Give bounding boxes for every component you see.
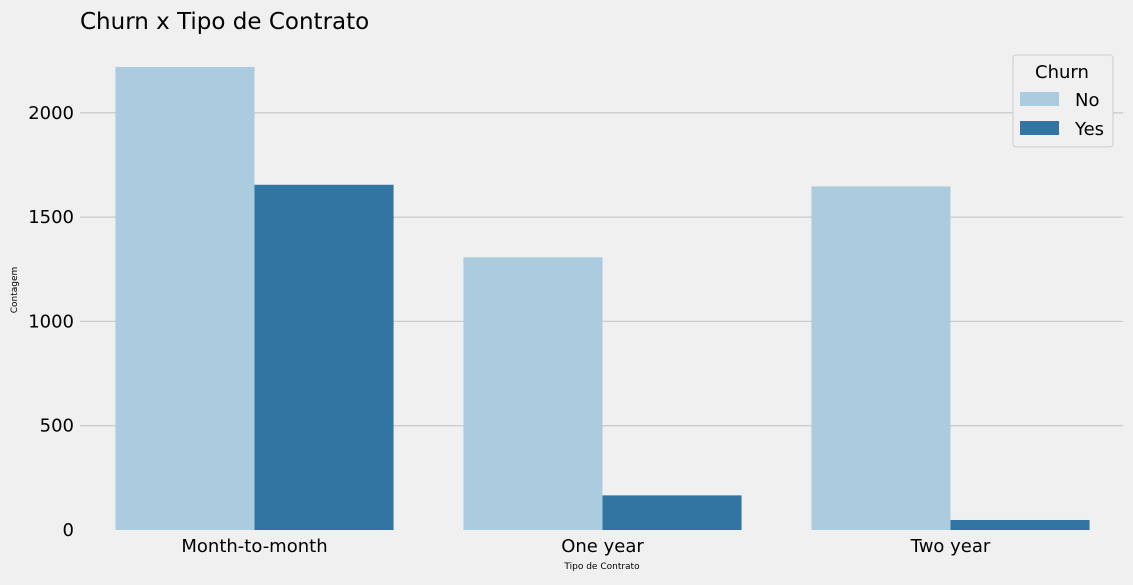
x-tick-label: Month-to-month — [181, 536, 327, 557]
legend-title: Churn — [1035, 62, 1089, 83]
legend-items: No Yes — [1020, 90, 1104, 140]
y-tick-labels: 0 500 1000 1500 2000 — [28, 103, 74, 541]
legend-swatch-yes — [1020, 121, 1059, 135]
x-tick-label: Two year — [910, 536, 991, 557]
legend-label-yes: Yes — [1074, 119, 1104, 140]
y-axis-label: Contagem — [10, 267, 20, 314]
bar-yes-one-year — [602, 495, 742, 530]
x-tick-labels: Month-to-month One year Two year — [181, 536, 991, 557]
bar-yes-two-year — [950, 519, 1090, 530]
y-tick-label: 1000 — [28, 311, 74, 332]
bar-yes-month-to-month — [254, 184, 394, 531]
y-tick-label: 2000 — [28, 103, 74, 124]
bar-no-month-to-month — [115, 66, 255, 530]
y-tick-label: 500 — [40, 416, 74, 437]
y-tick-label: 1500 — [28, 207, 74, 228]
legend: Churn No Yes — [1012, 54, 1114, 148]
bar-no-one-year — [463, 257, 603, 530]
legend-label-no: No — [1075, 90, 1099, 111]
bar-no-two-year — [811, 186, 951, 530]
chart-title: Churn x Tipo de Contrato — [80, 9, 369, 35]
legend-swatch-no — [1020, 92, 1059, 106]
x-axis-label: Tipo de Contrato — [563, 562, 640, 572]
x-tick-label: One year — [561, 536, 644, 557]
y-tick-label: 0 — [63, 520, 74, 541]
bars — [115, 66, 1090, 531]
